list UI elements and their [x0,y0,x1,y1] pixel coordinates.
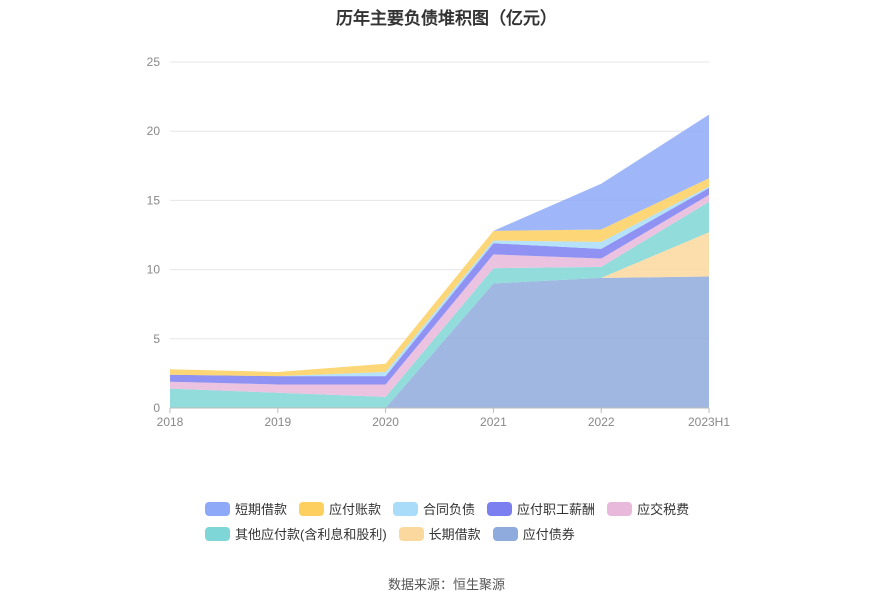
legend-swatch [393,501,419,516]
legend-item[interactable]: 合同负债 [393,499,475,518]
y-tick-label: 0 [153,401,160,415]
legend-swatch [492,526,518,541]
legend-label: 合同负债 [423,502,476,517]
legend-label: 应付债券 [522,527,575,542]
x-tick-label: 2019 [264,415,291,429]
legend: 短期借款 应付账款 合同负债 应付职工薪酬 应交税费 其他应付款(含利息和股利) 长期借款… [205,496,725,546]
chart-title: 历年主要负债堆积图（亿元） [336,9,557,28]
legend-swatch [205,501,230,516]
area-0 [170,276,709,408]
area-series [170,114,709,408]
legend-swatch [398,526,424,541]
axes: 0 5 10 15 20 25 2018 2019 2020 2021 2022 2023H1 [147,55,731,429]
legend-item[interactable]: 应付账款 [299,499,381,518]
x-tick-label: 2023H1 [688,415,730,429]
legend-label: 应付职工薪酬 [517,502,596,517]
legend-item[interactable]: 应交税费 [607,499,689,518]
x-tick-label: 2022 [588,415,615,429]
legend-label: 应付账款 [329,502,382,517]
legend-label: 其他应付款(含利息和股利) [235,527,387,542]
y-tick-label: 5 [153,332,160,346]
y-tick-label: 15 [147,193,161,207]
y-tick-label: 20 [147,124,161,138]
legend-swatch [607,501,633,516]
legend-row: 其他应付款(含利息和股利) 长期借款 应付债券 [205,521,725,546]
legend-item[interactable]: 应付职工薪酬 [487,499,595,518]
legend-swatch [487,501,513,516]
legend-item[interactable]: 短期借款 [205,499,287,518]
legend-label: 短期借款 [235,502,288,517]
legend-swatch [299,501,325,516]
legend-label: 长期借款 [428,527,481,542]
legend-swatch [205,526,230,541]
x-tick-label: 2021 [480,415,507,429]
legend-label: 应交税费 [637,502,690,517]
legend-row: 短期借款 应付账款 合同负债 应付职工薪酬 应交税费 [205,496,725,521]
legend-item[interactable]: 长期借款 [398,524,481,543]
legend-item[interactable]: 其他应付款(含利息和股利) [205,524,387,543]
y-tick-label: 10 [147,263,161,277]
legend-item[interactable]: 应付债券 [492,524,575,543]
x-tick-label: 2020 [372,415,399,429]
source-note: 数据来源：恒生聚源 [387,577,505,592]
x-tick-label: 2018 [157,415,184,429]
y-tick-label: 25 [147,55,161,69]
